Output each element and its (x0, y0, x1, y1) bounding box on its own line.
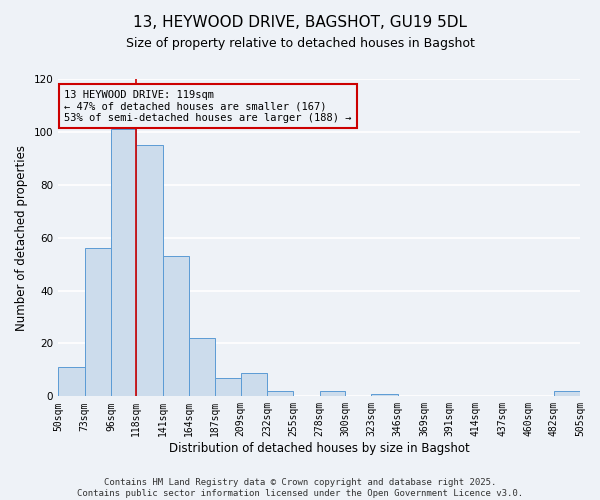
Bar (189, 338, 215, 396)
Text: 13, HEYWOOD DRIVE, BAGSHOT, GU19 5DL: 13, HEYWOOD DRIVE, BAGSHOT, GU19 5DL (133, 15, 467, 30)
Text: Size of property relative to detached houses in Bagshot: Size of property relative to detached ho… (125, 38, 475, 51)
Y-axis label: Number of detached properties: Number of detached properties (15, 144, 28, 330)
Bar (320, 391, 345, 396)
Text: Contains HM Land Registry data © Crown copyright and database right 2025.
Contai: Contains HM Land Registry data © Crown c… (77, 478, 523, 498)
Bar (85, 248, 111, 396)
Bar (215, 378, 241, 396)
X-axis label: Distribution of detached houses by size in Bagshot: Distribution of detached houses by size … (169, 442, 469, 455)
Bar (554, 391, 580, 396)
Bar (111, 129, 136, 396)
Text: 13 HEYWOOD DRIVE: 119sqm
← 47% of detached houses are smaller (167)
53% of semi-: 13 HEYWOOD DRIVE: 119sqm ← 47% of detach… (64, 90, 352, 123)
Bar (136, 145, 163, 397)
Bar (58, 367, 85, 396)
Bar (241, 372, 267, 396)
Bar (267, 391, 293, 396)
Bar (371, 394, 398, 396)
Bar (163, 256, 189, 396)
